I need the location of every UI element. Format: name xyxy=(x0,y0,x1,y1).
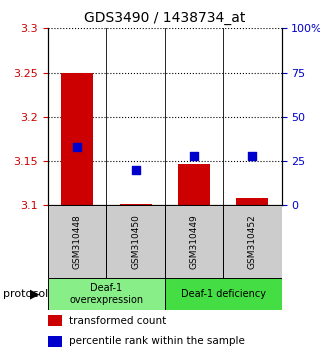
Text: Deaf-1 deficiency: Deaf-1 deficiency xyxy=(181,289,266,299)
Text: Deaf-1
overexpression: Deaf-1 overexpression xyxy=(69,283,143,305)
Title: GDS3490 / 1438734_at: GDS3490 / 1438734_at xyxy=(84,11,245,24)
Text: percentile rank within the sample: percentile rank within the sample xyxy=(69,336,245,346)
Text: protocol: protocol xyxy=(3,289,48,299)
Text: GSM310450: GSM310450 xyxy=(131,214,140,269)
Bar xyxy=(48,205,106,278)
Text: ▶: ▶ xyxy=(30,287,40,300)
Point xyxy=(191,153,196,159)
Text: transformed count: transformed count xyxy=(69,316,166,326)
Bar xyxy=(48,336,62,347)
Bar xyxy=(165,278,282,310)
Bar xyxy=(165,205,223,278)
Bar xyxy=(178,164,210,205)
Point xyxy=(75,144,80,150)
Text: GSM310449: GSM310449 xyxy=(189,214,198,269)
Point xyxy=(250,153,255,159)
Bar xyxy=(61,73,93,205)
Bar xyxy=(48,278,165,310)
Bar xyxy=(48,315,62,326)
Point xyxy=(133,167,138,173)
Bar xyxy=(236,198,268,205)
Bar xyxy=(106,205,165,278)
Bar xyxy=(223,205,282,278)
Text: GSM310452: GSM310452 xyxy=(248,214,257,269)
Text: GSM310448: GSM310448 xyxy=(73,214,82,269)
